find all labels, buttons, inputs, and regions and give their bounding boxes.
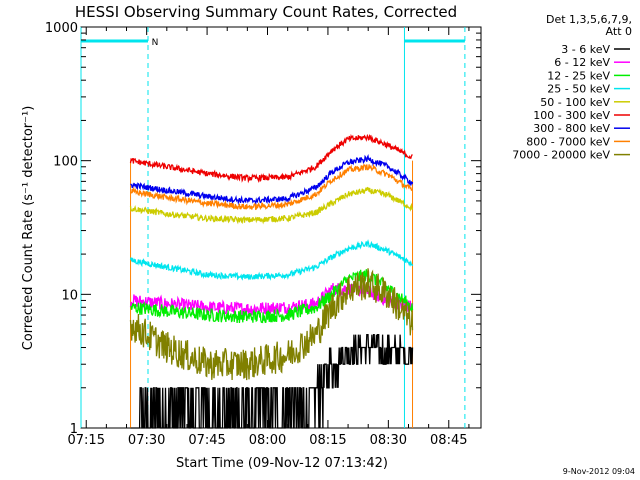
series-line xyxy=(129,268,414,381)
legend-label: 6 - 12 keV xyxy=(554,56,610,69)
series-line xyxy=(129,239,414,281)
x-axis: 07:15 07:30 07:45 08:00 08:15 08:30 08:45 xyxy=(68,27,470,448)
x-tick-label: 08:00 xyxy=(249,433,286,448)
legend-label: 25 - 50 keV xyxy=(547,83,610,96)
y-tick-label: 100 xyxy=(53,155,78,170)
timestamp: 9-Nov-2012 09:04 xyxy=(563,467,635,476)
series-layer xyxy=(129,133,414,429)
series-line xyxy=(130,154,414,206)
legend-label: 50 - 100 keV xyxy=(540,96,610,109)
x-tick-label: 07:30 xyxy=(128,433,165,448)
x-tick-label: 07:15 xyxy=(68,433,105,448)
legend-label: 12 - 25 keV xyxy=(547,69,610,82)
y-tick-label: 1 xyxy=(70,422,78,437)
legend-label: 300 - 800 keV xyxy=(533,122,610,135)
y-tick-label: 1000 xyxy=(45,21,78,36)
series-line xyxy=(129,133,413,184)
series-line xyxy=(130,269,414,324)
series-line xyxy=(129,163,413,211)
y-axis-label: Corrected Count Rate (s⁻¹ detector⁻¹) xyxy=(21,106,36,351)
x-tick-label: 08:30 xyxy=(370,433,407,448)
axes-layer: 07:15 07:30 07:45 08:00 08:15 08:30 08:45 1 10 10… xyxy=(45,21,481,448)
legend-label: 7000 - 20000 keV xyxy=(512,149,610,162)
annotation-label: N xyxy=(152,38,159,48)
x-tick-label: 07:45 xyxy=(188,433,225,448)
legend-label: 800 - 7000 keV xyxy=(526,135,610,148)
legend-label: 100 - 300 keV xyxy=(533,109,610,122)
legend-label: 3 - 6 keV xyxy=(561,43,610,56)
y-tick-label: 10 xyxy=(61,288,78,303)
series-line xyxy=(129,186,414,225)
legend-header: Det 1,3,5,6,7,9, xyxy=(546,13,632,26)
legend-header: Att 0 xyxy=(606,25,632,38)
series-line xyxy=(130,333,414,429)
x-tick-label: 08:15 xyxy=(309,433,346,448)
x-axis-label: Start Time (09-Nov-12 07:13:42) xyxy=(176,456,388,471)
x-tick-label: 08:45 xyxy=(430,433,467,448)
chart-title: HESSI Observing Summary Count Rates, Cor… xyxy=(75,3,457,21)
y-axis: 1 10 100 1000 xyxy=(45,21,481,437)
